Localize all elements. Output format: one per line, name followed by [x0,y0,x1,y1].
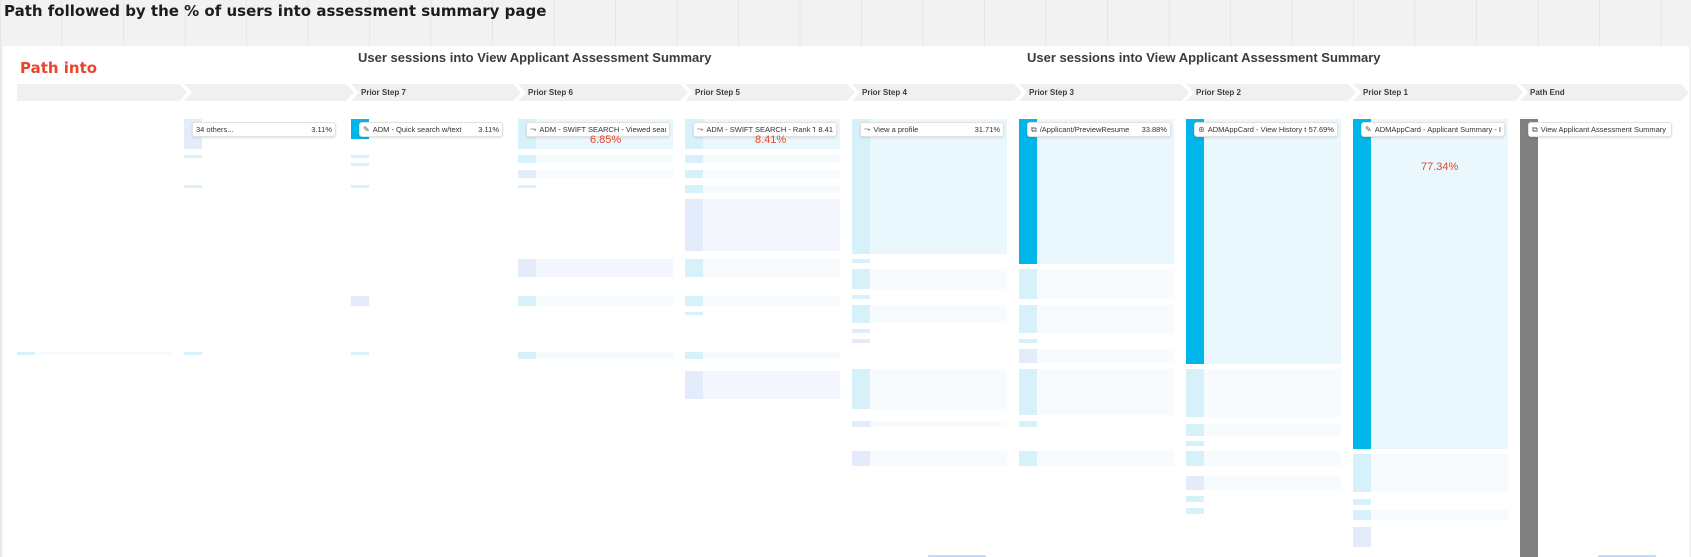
column-blank [17,119,172,557]
column-prior-6: ⤳ ADM - SWIFT SEARCH - Viewed search r 6… [518,119,673,557]
path-node-main[interactable] [1186,119,1204,364]
step-header-prior-6[interactable]: Prior Step 6 [518,84,688,101]
path-panel: Path into User sessions into View Applic… [3,46,1689,557]
path-into-label: Path into [20,59,98,77]
node-card-prior-7[interactable]: ✎ ADM - Quick search w/text 3.11% [359,122,503,137]
step-header-blank-2 [184,84,354,101]
annotation-prior-1: 77.34% [1421,161,1459,173]
scroll-indicator[interactable] [928,555,986,557]
path-node-main[interactable] [1019,119,1037,264]
route-icon: ⤳ [697,125,704,134]
path-node[interactable] [852,119,870,254]
node-card-prior-6[interactable]: ⤳ ADM - SWIFT SEARCH - Viewed search r [526,122,670,137]
column-prior-5: ⤳ ADM - SWIFT SEARCH - Rank Top 5 8.41 8… [685,119,840,557]
node-card-prior-1[interactable]: ✎ ADMAppCard - Applicant Summary - Iter [1361,122,1505,137]
path-node-main[interactable] [1353,119,1371,449]
route-icon: ⤳ [864,125,871,134]
node-card-prior-4[interactable]: ⤳ View a profile 31.71% [860,122,1004,137]
step-header-prior-5[interactable]: Prior Step 5 [685,84,855,101]
node-card-path-end[interactable]: ⧉ View Applicant Assessment Summary [1528,122,1672,137]
column-prior-1: ✎ ADMAppCard - Applicant Summary - Iter … [1353,119,1508,557]
path-node-end[interactable] [1520,119,1538,557]
page-title: Path followed by the % of users into ass… [4,2,547,20]
column-prior-4: ⤳ View a profile 31.71% [852,119,1007,557]
step-header-prior-3[interactable]: Prior Step 3 [1019,84,1189,101]
column-path-end: ⧉ View Applicant Assessment Summary [1520,119,1675,557]
step-header-prior-1[interactable]: Prior Step 1 [1353,84,1523,101]
section-title-right: User sessions into View Applicant Assess… [1027,50,1381,65]
path-node[interactable] [17,352,35,355]
pencil-icon: ✎ [1365,125,1372,134]
annotation-prior-5: 8.41% [755,134,787,146]
column-others: 34 others... 3.11% [184,119,339,557]
annotation-prior-6: 6.85% [590,134,622,146]
pageview-icon: ⧉ [1031,125,1037,134]
pageview-icon: ⧉ [1532,125,1538,134]
column-prior-2: ⊛ ADMAppCard - View History tab 57.69% [1186,119,1341,557]
node-card-prior-2[interactable]: ⊛ ADMAppCard - View History tab 57.69% [1194,122,1338,137]
scroll-indicator[interactable] [1598,555,1656,557]
click-icon: ⊛ [1198,125,1205,134]
step-header-blank-1 [17,84,187,101]
route-icon: ⤳ [530,125,537,134]
column-prior-7: ✎ ADM - Quick search w/text 3.11% [351,119,506,557]
step-header-prior-2[interactable]: Prior Step 2 [1186,84,1356,101]
node-card-prior-5[interactable]: ⤳ ADM - SWIFT SEARCH - Rank Top 5 8.41 [693,122,837,137]
node-card-prior-3[interactable]: ⧉ /Applicant/PreviewResume 33.88% [1027,122,1171,137]
step-header-path-end[interactable]: Path End [1520,84,1689,101]
column-prior-3: ⧉ /Applicant/PreviewResume 33.88% [1019,119,1174,557]
node-card-others[interactable]: 34 others... 3.11% [192,122,336,137]
step-header-prior-4[interactable]: Prior Step 4 [852,84,1022,101]
step-header-prior-7[interactable]: Prior Step 7 [351,84,521,101]
section-title-left: User sessions into View Applicant Assess… [358,50,712,65]
pencil-icon: ✎ [363,125,370,134]
